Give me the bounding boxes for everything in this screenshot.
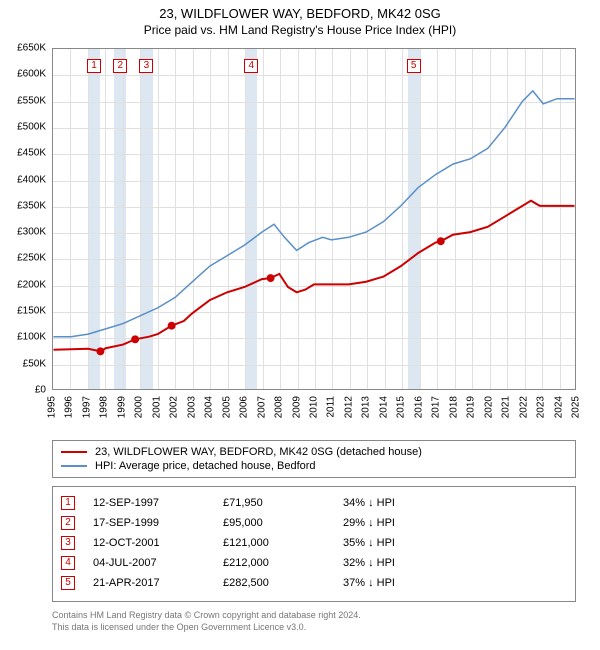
sales-row-date: 04-JUL-2007 xyxy=(93,557,223,569)
sales-row-date: 17-SEP-1999 xyxy=(93,517,223,529)
sales-row-price: £212,000 xyxy=(223,557,343,569)
sales-row-marker: 3 xyxy=(61,536,75,550)
y-tick-label: £500K xyxy=(17,121,46,132)
x-tick-label: 1998 xyxy=(99,396,110,418)
legend-swatch-hpi xyxy=(61,465,87,467)
sales-row-date: 21-APR-2017 xyxy=(93,577,223,589)
legend-label-hpi: HPI: Average price, detached house, Bedf… xyxy=(95,460,316,472)
legend-swatch-property xyxy=(61,451,87,453)
x-tick-label: 2020 xyxy=(483,396,494,418)
sales-row-marker: 5 xyxy=(61,576,75,590)
legend-item-hpi: HPI: Average price, detached house, Bedf… xyxy=(61,459,567,473)
x-tick-label: 2012 xyxy=(343,396,354,418)
x-tick-label: 2018 xyxy=(448,396,459,418)
sales-row: 1 12-SEP-1997£71,95034% ↓ HPI xyxy=(61,493,567,513)
sales-row-date: 12-OCT-2001 xyxy=(93,537,223,549)
x-tick-label: 2017 xyxy=(431,396,442,418)
legend-item-property: 23, WILDFLOWER WAY, BEDFORD, MK42 0SG (d… xyxy=(61,445,567,459)
sales-row-diff: 37% ↓ HPI xyxy=(343,577,567,589)
y-tick-label: £250K xyxy=(17,253,46,264)
sales-row-marker: 1 xyxy=(61,496,75,510)
sales-row-date: 12-SEP-1997 xyxy=(93,497,223,509)
legend-label-property: 23, WILDFLOWER WAY, BEDFORD, MK42 0SG (d… xyxy=(95,446,422,458)
x-tick-label: 2023 xyxy=(536,396,547,418)
y-tick-label: £600K xyxy=(17,69,46,80)
sales-row-price: £71,950 xyxy=(223,497,343,509)
chart-subtitle: Price paid vs. HM Land Registry's House … xyxy=(0,23,600,37)
sale-marker-3: 3 xyxy=(139,59,153,73)
sale-dot xyxy=(131,335,139,343)
sales-row-diff: 34% ↓ HPI xyxy=(343,497,567,509)
x-tick-label: 2015 xyxy=(396,396,407,418)
x-axis-labels: 1995199619971998199920002001200220032004… xyxy=(52,394,576,436)
x-tick-label: 2021 xyxy=(501,396,512,418)
x-tick-label: 2024 xyxy=(553,396,564,418)
series-property xyxy=(54,201,575,352)
sales-row: 2 17-SEP-1999£95,00029% ↓ HPI xyxy=(61,513,567,533)
x-tick-label: 2016 xyxy=(413,396,424,418)
y-axis-labels: £0£50K£100K£150K£200K£250K£300K£350K£400… xyxy=(0,48,50,390)
sale-marker-4: 4 xyxy=(244,59,258,73)
chart-title-address: 23, WILDFLOWER WAY, BEDFORD, MK42 0SG xyxy=(0,6,600,21)
x-tick-label: 2006 xyxy=(239,396,250,418)
x-tick-label: 2025 xyxy=(571,396,582,418)
x-tick-label: 2011 xyxy=(326,396,337,418)
sales-row-diff: 35% ↓ HPI xyxy=(343,537,567,549)
y-tick-label: £550K xyxy=(17,95,46,106)
x-tick-label: 2007 xyxy=(256,396,267,418)
x-tick-label: 2005 xyxy=(221,396,232,418)
sales-row-price: £282,500 xyxy=(223,577,343,589)
series-hpi xyxy=(54,91,575,337)
y-tick-label: £200K xyxy=(17,279,46,290)
chart-plot-area: 123 4 5 xyxy=(52,48,576,390)
y-tick-label: £150K xyxy=(17,306,46,317)
x-tick-label: 2008 xyxy=(274,396,285,418)
sale-dot xyxy=(168,322,176,330)
x-tick-label: 2019 xyxy=(466,396,477,418)
sales-row-marker: 4 xyxy=(61,556,75,570)
x-tick-label: 2002 xyxy=(169,396,180,418)
x-tick-label: 1996 xyxy=(64,396,75,418)
x-tick-label: 1997 xyxy=(81,396,92,418)
y-tick-label: £400K xyxy=(17,174,46,185)
y-tick-label: £100K xyxy=(17,332,46,343)
x-tick-label: 2010 xyxy=(309,396,320,418)
y-tick-label: £350K xyxy=(17,200,46,211)
x-tick-label: 2013 xyxy=(361,396,372,418)
x-tick-label: 2000 xyxy=(134,396,145,418)
sales-row-price: £95,000 xyxy=(223,517,343,529)
sale-marker-5: 5 xyxy=(407,59,421,73)
sales-row-diff: 32% ↓ HPI xyxy=(343,557,567,569)
sale-dot xyxy=(437,237,445,245)
sales-row-marker: 2 xyxy=(61,516,75,530)
x-tick-label: 2001 xyxy=(151,396,162,418)
sales-row: 5 21-APR-2017£282,50037% ↓ HPI xyxy=(61,573,567,593)
y-tick-label: £300K xyxy=(17,227,46,238)
footer-attrib: Contains HM Land Registry data © Crown c… xyxy=(52,610,576,633)
sales-row-price: £121,000 xyxy=(223,537,343,549)
footer-line2: This data is licensed under the Open Gov… xyxy=(52,622,576,634)
sale-dot xyxy=(96,347,104,355)
sales-row: 4 04-JUL-2007£212,00032% ↓ HPI xyxy=(61,553,567,573)
y-tick-label: £0 xyxy=(35,385,46,396)
legend-box: 23, WILDFLOWER WAY, BEDFORD, MK42 0SG (d… xyxy=(52,440,576,478)
y-tick-label: £650K xyxy=(17,43,46,54)
x-tick-label: 2004 xyxy=(204,396,215,418)
sale-dot xyxy=(267,274,275,282)
chart-svg xyxy=(53,49,575,389)
sale-marker-2: 2 xyxy=(113,59,127,73)
y-tick-label: £450K xyxy=(17,148,46,159)
sales-row-diff: 29% ↓ HPI xyxy=(343,517,567,529)
footer-line1: Contains HM Land Registry data © Crown c… xyxy=(52,610,576,622)
y-tick-label: £50K xyxy=(23,358,46,369)
x-tick-label: 2022 xyxy=(518,396,529,418)
sales-row: 3 12-OCT-2001£121,00035% ↓ HPI xyxy=(61,533,567,553)
sale-marker-1: 1 xyxy=(87,59,101,73)
x-tick-label: 2009 xyxy=(291,396,302,418)
x-tick-label: 2003 xyxy=(186,396,197,418)
x-tick-label: 1995 xyxy=(47,396,58,418)
sales-table: 1 12-SEP-1997£71,95034% ↓ HPI 2 17-SEP-1999… xyxy=(52,486,576,602)
x-tick-label: 2014 xyxy=(378,396,389,418)
x-tick-label: 1999 xyxy=(116,396,127,418)
